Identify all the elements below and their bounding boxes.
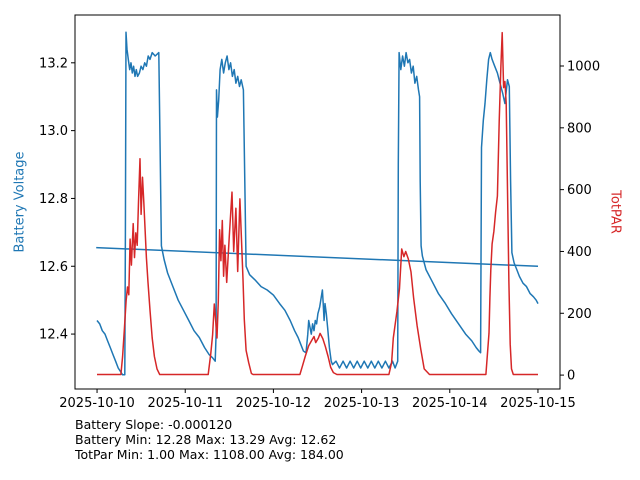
axes-frame [74, 14, 561, 390]
right-axis-title: TotPAR [607, 190, 623, 234]
battery-slope-text: Battery Slope: -0.000120 [75, 417, 233, 432]
x-tick-label: 2025-10-10 [59, 396, 135, 411]
totpar-line [97, 31, 538, 376]
x-tick-label: 2025-10-13 [324, 396, 400, 411]
right-axis-ticks: 0 200 400 600 800 1000 [560, 60, 600, 384]
x-tick-label: 2025-10-12 [236, 396, 312, 411]
right-tick-label: 1000 [567, 60, 600, 75]
left-tick-label: 13.0 [39, 124, 68, 139]
right-tick-label: 400 [567, 245, 592, 260]
left-tick-label: 12.6 [39, 260, 68, 275]
battery-voltage-line [96, 31, 539, 376]
left-axis-title: Battery Voltage [12, 151, 28, 253]
x-tick-label: 2025-10-11 [147, 396, 223, 411]
right-tick-label: 0 [567, 369, 575, 384]
series-group [96, 31, 539, 376]
left-tick-label: 12.4 [39, 328, 68, 343]
left-axis-ticks: 12.4 12.6 12.8 13.0 13.2 [39, 56, 75, 343]
right-tick-label: 600 [567, 183, 592, 198]
left-tick-label: 12.8 [39, 192, 68, 207]
right-tick-label: 800 [567, 121, 592, 136]
x-tick-label: 2025-10-15 [500, 396, 576, 411]
stats-footer: Battery Slope: -0.000120 Battery Min: 12… [75, 417, 344, 462]
x-axis-ticks: 2025-10-10 2025-10-11 2025-10-12 2025-10-13… [59, 389, 576, 411]
battery-minmax-text: Battery Min: 12.28 Max: 13.29 Avg: 12.62 [75, 432, 337, 447]
x-tick-label: 2025-10-14 [412, 396, 488, 411]
battery-trend-line [96, 246, 539, 268]
totpar-minmax-text: TotPar Min: 1.00 Max: 1108.00 Avg: 184.0… [75, 447, 344, 462]
left-tick-label: 13.2 [39, 56, 68, 71]
right-tick-label: 200 [567, 307, 592, 322]
